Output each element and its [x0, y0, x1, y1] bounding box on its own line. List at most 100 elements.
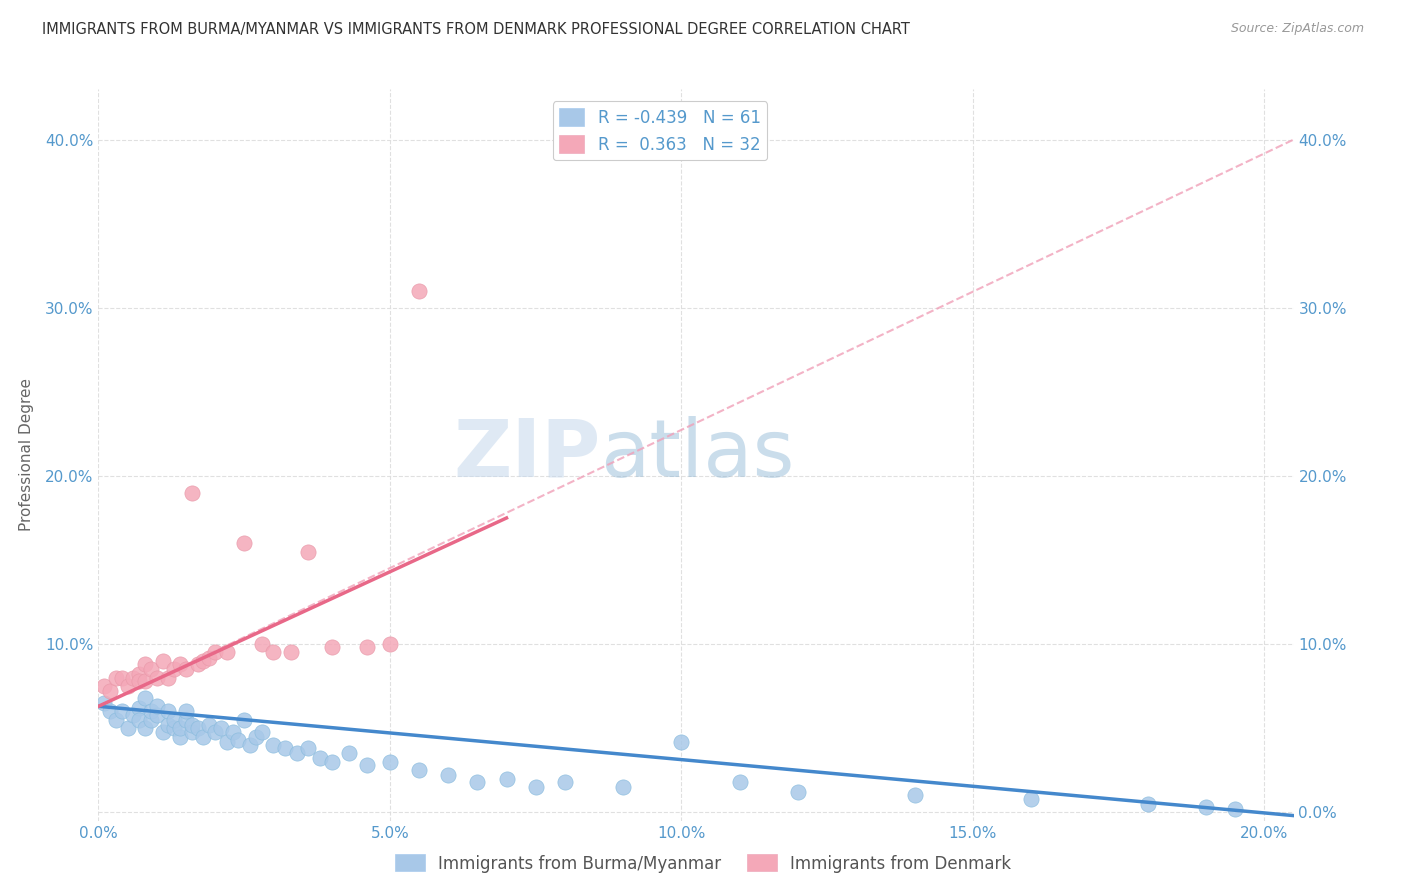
- Point: [163, 662, 186, 676]
- Point: [309, 751, 332, 765]
- Point: [104, 713, 127, 727]
- Point: [139, 662, 162, 676]
- Point: [356, 640, 378, 655]
- Point: [180, 718, 202, 732]
- Point: [180, 485, 202, 500]
- Point: [174, 662, 197, 676]
- Point: [128, 701, 150, 715]
- Point: [169, 657, 191, 672]
- Point: [174, 713, 197, 727]
- Point: [111, 671, 134, 685]
- Legend: Immigrants from Burma/Myanmar, Immigrants from Denmark: Immigrants from Burma/Myanmar, Immigrant…: [388, 847, 1018, 880]
- Point: [233, 536, 256, 550]
- Point: [163, 721, 186, 735]
- Point: [337, 747, 360, 761]
- Point: [145, 699, 167, 714]
- Point: [180, 724, 202, 739]
- Point: [145, 671, 167, 685]
- Text: ZIP: ZIP: [453, 416, 600, 494]
- Point: [297, 741, 319, 756]
- Point: [221, 724, 243, 739]
- Point: [111, 704, 134, 718]
- Point: [215, 734, 238, 748]
- Text: atlas: atlas: [600, 416, 794, 494]
- Point: [378, 637, 401, 651]
- Point: [93, 679, 115, 693]
- Point: [134, 721, 156, 735]
- Point: [128, 674, 150, 689]
- Point: [554, 775, 576, 789]
- Point: [297, 544, 319, 558]
- Point: [728, 775, 751, 789]
- Point: [612, 780, 634, 794]
- Point: [98, 684, 121, 698]
- Point: [285, 747, 308, 761]
- Point: [193, 654, 215, 668]
- Point: [250, 637, 273, 651]
- Point: [104, 671, 127, 685]
- Legend: R = -0.439   N = 61, R =  0.363   N = 32: R = -0.439 N = 61, R = 0.363 N = 32: [553, 101, 768, 161]
- Point: [787, 785, 810, 799]
- Point: [408, 284, 430, 298]
- Point: [122, 707, 145, 722]
- Point: [157, 671, 180, 685]
- Point: [134, 690, 156, 705]
- Point: [356, 758, 378, 772]
- Point: [139, 704, 162, 718]
- Point: [157, 704, 180, 718]
- Point: [209, 721, 232, 735]
- Point: [98, 704, 121, 718]
- Point: [193, 730, 215, 744]
- Point: [262, 645, 284, 659]
- Point: [903, 789, 925, 803]
- Point: [198, 650, 221, 665]
- Point: [152, 724, 174, 739]
- Point: [117, 721, 139, 735]
- Text: Source: ZipAtlas.com: Source: ZipAtlas.com: [1230, 22, 1364, 36]
- Point: [467, 775, 489, 789]
- Point: [186, 721, 208, 735]
- Point: [228, 733, 250, 747]
- Point: [174, 704, 197, 718]
- Point: [215, 645, 238, 659]
- Point: [134, 657, 156, 672]
- Point: [128, 713, 150, 727]
- Point: [1019, 791, 1042, 805]
- Point: [204, 724, 226, 739]
- Point: [145, 707, 167, 722]
- Point: [1225, 802, 1247, 816]
- Point: [280, 645, 302, 659]
- Point: [671, 734, 693, 748]
- Point: [152, 654, 174, 668]
- Y-axis label: Professional Degree: Professional Degree: [18, 378, 34, 532]
- Point: [524, 780, 547, 794]
- Point: [117, 679, 139, 693]
- Point: [250, 724, 273, 739]
- Point: [122, 671, 145, 685]
- Point: [378, 755, 401, 769]
- Point: [233, 713, 256, 727]
- Point: [134, 674, 156, 689]
- Point: [186, 657, 208, 672]
- Point: [321, 640, 343, 655]
- Point: [274, 741, 297, 756]
- Point: [495, 772, 517, 786]
- Point: [239, 738, 262, 752]
- Point: [169, 721, 191, 735]
- Point: [128, 667, 150, 681]
- Point: [169, 730, 191, 744]
- Point: [157, 718, 180, 732]
- Point: [204, 645, 226, 659]
- Point: [163, 713, 186, 727]
- Point: [408, 763, 430, 777]
- Point: [1136, 797, 1159, 811]
- Text: IMMIGRANTS FROM BURMA/MYANMAR VS IMMIGRANTS FROM DENMARK PROFESSIONAL DEGREE COR: IMMIGRANTS FROM BURMA/MYANMAR VS IMMIGRA…: [42, 22, 910, 37]
- Point: [321, 755, 343, 769]
- Point: [198, 718, 221, 732]
- Point: [262, 738, 284, 752]
- Point: [437, 768, 460, 782]
- Point: [139, 713, 162, 727]
- Point: [93, 696, 115, 710]
- Point: [245, 730, 267, 744]
- Point: [1195, 800, 1218, 814]
